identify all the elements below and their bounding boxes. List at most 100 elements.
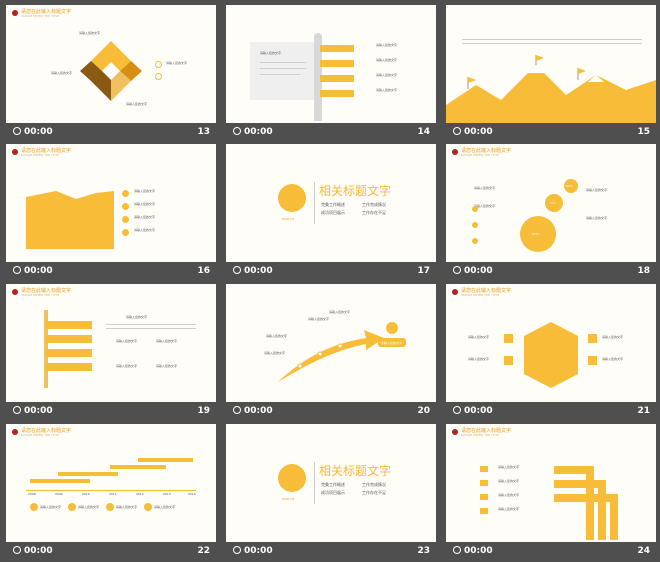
timing-value: 00:00 — [464, 127, 493, 137]
monitor-icon — [588, 356, 597, 365]
slide-footer: 00:00 23 — [226, 543, 436, 562]
slide-header-subtitle: PLEASE ENTER THE TITLE — [21, 433, 60, 437]
area-shape-graphic — [26, 191, 114, 249]
text-label: 请输入您的文字 — [156, 364, 178, 368]
section-title: 相关标题文字 — [319, 184, 392, 198]
text-line — [260, 62, 306, 63]
logo-icon — [12, 10, 18, 16]
timing-value: 00:00 — [24, 406, 53, 416]
text-label: 请输入您的文字 — [79, 31, 101, 35]
text-label: 请输入您的文字 — [116, 339, 138, 343]
timing-value: 00:00 — [464, 406, 493, 416]
timing-value: 00:00 — [244, 127, 273, 137]
timing-value: 00:00 — [464, 546, 493, 556]
year-label: 2013 — [163, 492, 171, 496]
ribbon-bar — [46, 321, 92, 329]
text-label: 请输入您的文字 — [266, 334, 288, 338]
text-label: 请输入您的文字 — [474, 204, 496, 208]
text-label: 请输入您的文字 — [134, 215, 156, 219]
timing-value: 00:00 — [24, 127, 53, 137]
divider — [314, 182, 315, 224]
timing-label: 00:00 — [233, 406, 273, 416]
circle-icon — [30, 503, 38, 511]
slide-footer: 00:00 15 — [446, 124, 656, 143]
slide-number: 17 — [417, 266, 430, 276]
rising-arrow-graphic — [278, 330, 384, 382]
slide-canvas: PART 03 相关标题文字 完美工作概述 工作完成情况 成功项目展示 工作存在… — [226, 144, 436, 262]
slide-number: 20 — [417, 406, 430, 416]
text-label: 请输入您的文字 — [264, 351, 286, 355]
puzzle-ring-graphic — [80, 41, 142, 101]
slide-header-subtitle: PLEASE ENTER THE TITLE — [21, 293, 60, 297]
slide-footer: 00:00 17 — [226, 263, 436, 282]
slide-header-subtitle: PLEASE ENTER THE TITLE — [461, 293, 500, 297]
section-title: 相关标题文字 — [319, 464, 392, 478]
folder-icon — [480, 508, 488, 514]
slide-footer: 00:00 20 — [226, 403, 436, 422]
text-label: 请输入您的文字 — [260, 51, 282, 55]
gantt-bar — [30, 479, 90, 483]
slide-number: 16 — [197, 266, 210, 276]
text-line — [260, 74, 300, 75]
bullet-item: 成功项目展示 — [321, 210, 345, 215]
bullet-item: 成功项目展示 — [321, 490, 345, 495]
clock-icon — [233, 546, 241, 554]
text-label: 请输入您的文字 — [116, 364, 138, 368]
slide-footer: 00:00 19 — [6, 403, 216, 422]
year-label: 2014 — [188, 492, 196, 496]
slide-canvas: 请您在此输入标题文字 PLEASE ENTER THE TITLE 请输入您的文… — [6, 284, 216, 402]
slide-canvas: 请输入您的文字 请输入您的文字 请输入您的文字 请输入您的文字 请输入您的文字 — [226, 5, 436, 123]
slide-header-subtitle: PLEASE ENTER THE TITLE — [21, 14, 60, 18]
text-label: 请输入您的文字 — [40, 505, 62, 509]
slide-canvas: 请您在此输入标题文字 PLEASE ENTER THE TITLE 请输入您的文… — [6, 5, 216, 123]
clock-icon — [13, 546, 21, 554]
slide-number: 13 — [197, 127, 210, 137]
clock-icon — [453, 406, 461, 414]
text-label: 请输入您的文字 — [602, 335, 624, 339]
timing-value: 00:00 — [244, 546, 273, 556]
text-label: 请输入您的文字 — [602, 357, 624, 361]
timing-label: 00:00 — [453, 127, 493, 137]
slide-footer: 00:00 16 — [6, 263, 216, 282]
text-label: 请输入您的文字 — [498, 507, 520, 511]
logo-icon — [452, 149, 458, 155]
clock-icon — [453, 127, 461, 135]
text-label: 请输入您的文字 — [166, 61, 188, 65]
signpost-arrow — [320, 75, 354, 82]
plus-icon — [155, 73, 162, 80]
mountain-graphic — [446, 55, 656, 123]
text-label: 请输入您的文字 — [51, 71, 73, 75]
timing-label: 00:00 — [13, 546, 53, 556]
plus-icon — [155, 61, 162, 68]
bullet-item: 工作完成情况 — [362, 482, 386, 487]
slide-footer: 00:00 13 — [6, 124, 216, 143]
timing-label: 00:00 — [233, 546, 273, 556]
timing-label: 00:00 — [453, 266, 493, 276]
circle-icon — [472, 206, 478, 212]
logo-icon — [12, 149, 18, 155]
slide-number: 15 — [637, 127, 650, 137]
timing-value: 00:00 — [244, 406, 273, 416]
text-label: 请输入您的文字 — [134, 228, 156, 232]
ribbon-bar — [46, 335, 92, 343]
signpost-arrow — [320, 45, 354, 52]
circle-icon — [122, 229, 129, 236]
logo-icon — [452, 289, 458, 295]
clock-icon — [13, 127, 21, 135]
text-label: 请输入您的文字 — [134, 189, 156, 193]
divider — [314, 462, 315, 504]
gantt-bar — [110, 465, 166, 469]
people-icon — [278, 184, 306, 212]
percent-bubble — [545, 194, 563, 212]
gantt-bar — [138, 458, 193, 462]
bullet-item: 工作完成情况 — [362, 202, 386, 207]
text-line — [260, 68, 306, 69]
percent-bubble — [564, 179, 578, 193]
signpost-arrow — [320, 60, 354, 67]
text-label: 请输入您的文字 — [376, 88, 398, 92]
text-label: 请输入您的文字 — [468, 335, 490, 339]
slide-header-title: 请您在此输入标题文字 — [21, 9, 72, 15]
slide-canvas: 请您在此输入标题文字 PLEASE ENTER THE TITLE 2008 2… — [6, 424, 216, 542]
timing-label: 00:00 — [13, 127, 53, 137]
user-icon — [504, 356, 513, 365]
